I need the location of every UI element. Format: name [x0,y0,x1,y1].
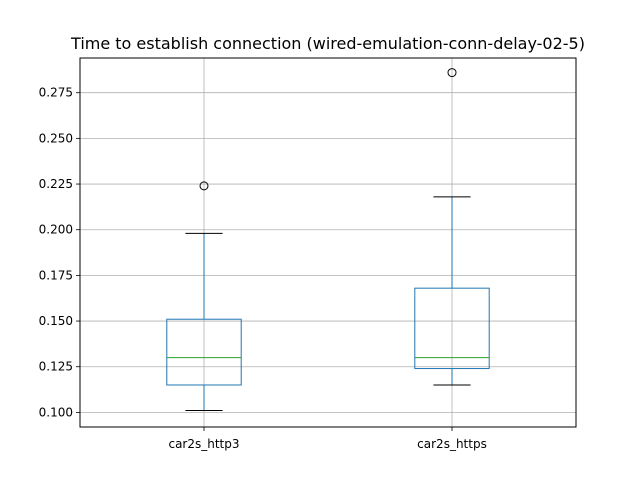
y-tick-label: 0.200 [39,223,73,237]
y-tick-label: 0.125 [39,360,73,374]
outlier-point [447,68,457,78]
box-group-car2s_https [414,68,490,386]
x-tick-label: car2s_http3 [168,437,239,451]
iqr-box [166,318,242,386]
grid-layer [80,58,576,427]
plot-frame [79,57,577,428]
axis-layer: 0.100 0.125 0.150 0.175 0.200 0.225 0.250 0.275… [39,86,487,451]
x-tick-label: car2s_https [417,437,487,451]
y-tick-label: 0.100 [39,405,73,419]
y-tick-label: 0.225 [39,177,73,191]
iqr-box [414,287,490,370]
y-tick-label: 0.275 [39,86,73,100]
y-tick-label: 0.175 [39,268,73,282]
outlier-point [199,181,209,191]
y-tick-label: 0.250 [39,131,73,145]
y-tick-label: 0.150 [39,314,73,328]
box-group-car2s_http3 [166,181,242,412]
box-layer [166,68,490,412]
chart-title: Time to establish connection (wired-emul… [70,34,585,53]
